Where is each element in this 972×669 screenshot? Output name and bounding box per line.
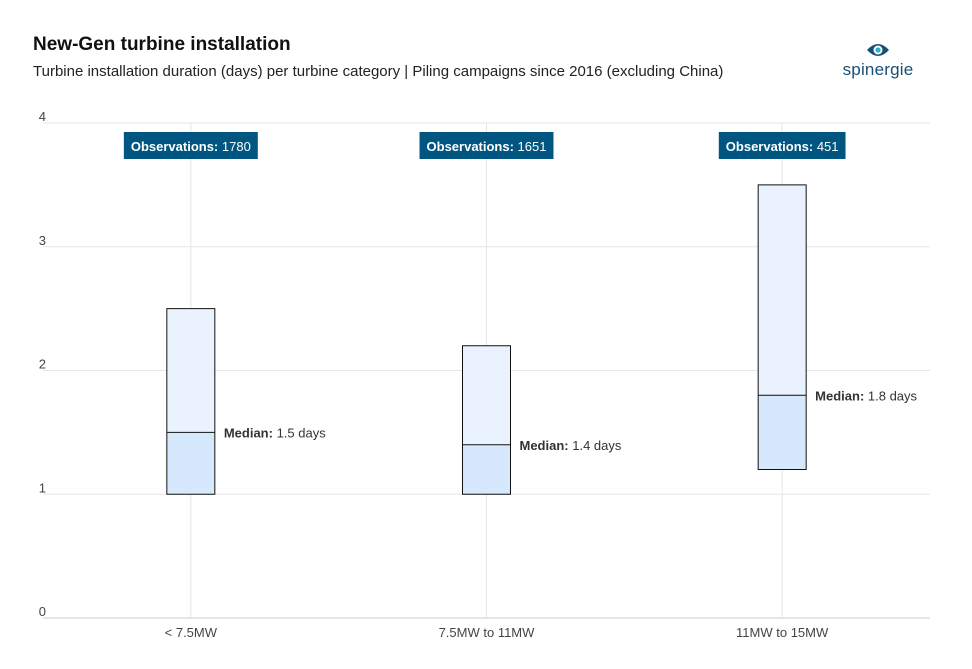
- median-label: Median: 1.5 days: [224, 425, 326, 440]
- x-tick-label: 7.5MW to 11MW: [439, 625, 536, 640]
- observations-badge: [123, 132, 258, 159]
- logo-wordmark: spinergie: [842, 60, 914, 79]
- median-label: Median: 1.4 days: [520, 438, 622, 453]
- y-tick-label: 3: [39, 233, 46, 248]
- box-upper: [462, 345, 511, 445]
- x-tick-label: 11MW to 15MW: [736, 625, 829, 640]
- box-outline: [462, 345, 511, 495]
- box-outline: [757, 184, 807, 470]
- y-tick-label: 1: [39, 480, 46, 495]
- box-upper: [758, 184, 807, 396]
- eye-icon: [867, 44, 889, 56]
- box-upper: [166, 308, 215, 433]
- observations-badge-text: Observations: 1780: [131, 139, 251, 154]
- box-outline: [166, 308, 216, 495]
- box-lower: [462, 444, 511, 495]
- observations-badge-text: Observations: 1651: [427, 139, 547, 154]
- chart-title: New-Gen turbine installation: [33, 34, 291, 55]
- spinergie-logo: spinergie: [838, 40, 918, 82]
- box-lower: [758, 395, 807, 470]
- x-tick-label: < 7.5MW: [165, 625, 218, 640]
- y-tick-label: 0: [39, 604, 46, 619]
- observations-badge-text: Observations: 451: [726, 139, 839, 154]
- y-tick-label: 4: [39, 109, 46, 124]
- median-label: Median: 1.8 days: [815, 388, 917, 403]
- y-tick-label: 2: [39, 357, 46, 372]
- observations-badge: [419, 132, 554, 159]
- chart-subtitle: Turbine installation duration (days) per…: [33, 63, 724, 80]
- box-lower: [166, 432, 215, 495]
- observations-badge: [718, 132, 846, 159]
